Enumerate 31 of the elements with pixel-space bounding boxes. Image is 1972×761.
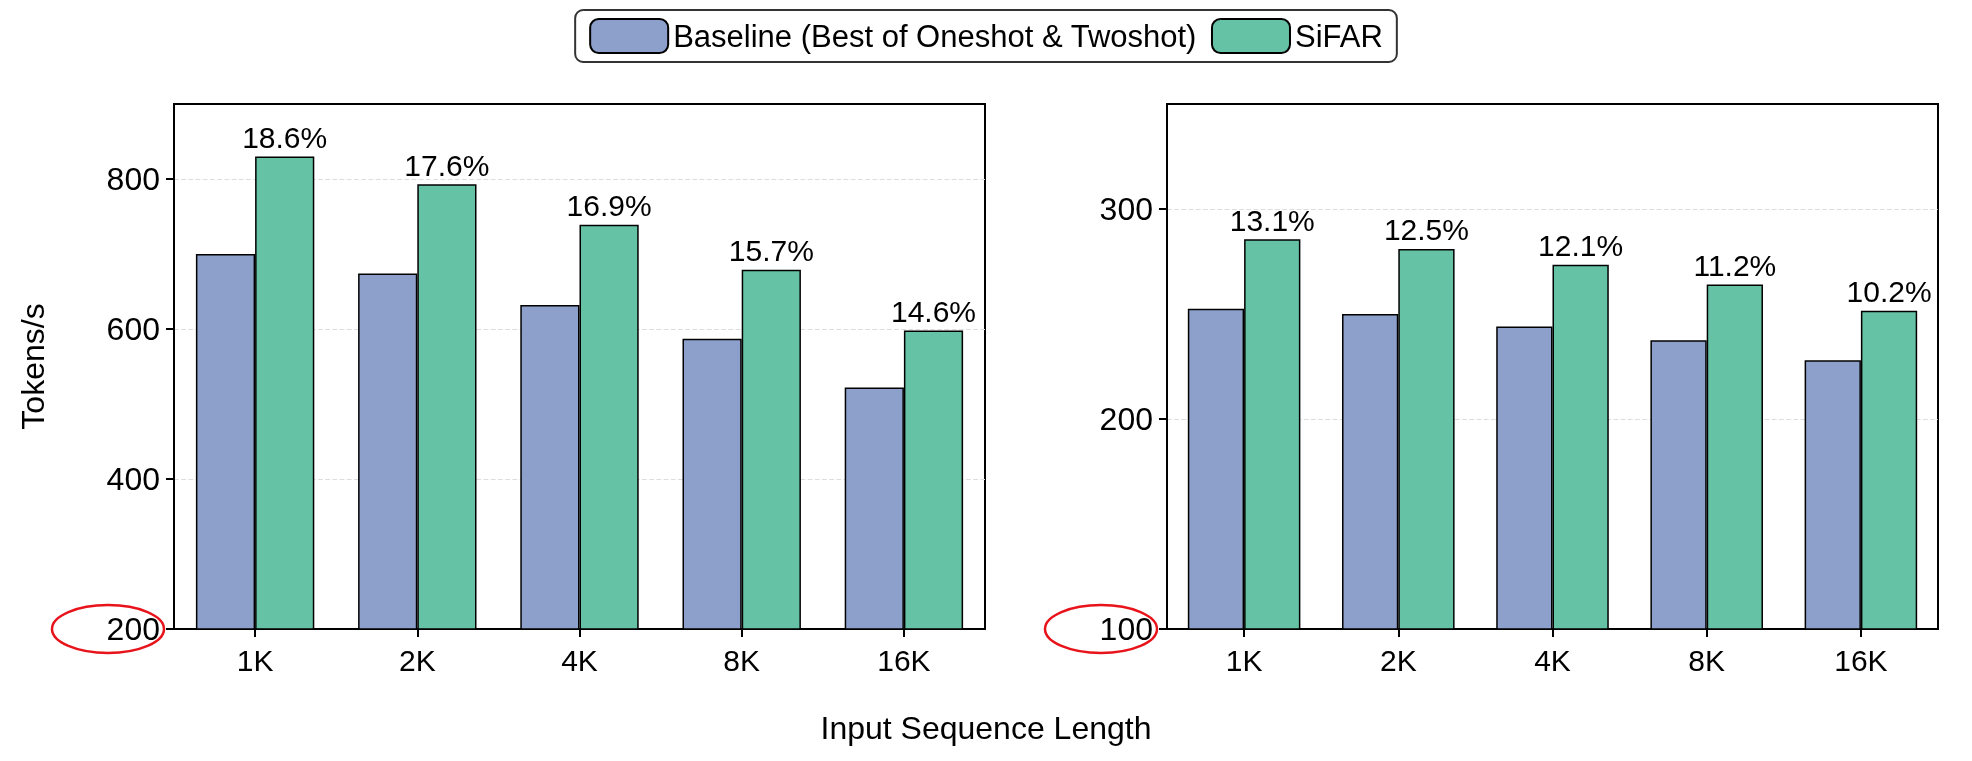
annotation: 16.9%	[566, 189, 652, 223]
y-tick-label: 400	[106, 461, 160, 497]
annotation: 15.7%	[728, 234, 814, 268]
legend-label: Baseline (Best of Oneshot & Twoshot)	[673, 18, 1197, 54]
x-tick-label: 4K	[561, 643, 598, 677]
y-tick-label: 600	[106, 311, 160, 347]
annotation: 10.2%	[1846, 275, 1932, 309]
annotation: 13.1%	[1229, 203, 1315, 237]
annotation: 17.6%	[404, 148, 490, 182]
x-tick-label: 1K	[1225, 643, 1263, 677]
annotation: 12.5%	[1383, 213, 1469, 247]
y-tick-label: 800	[106, 161, 160, 197]
annotation: 18.6%	[242, 121, 328, 154]
legend-label: SiFAR	[1294, 18, 1383, 54]
annotation: 12.1%	[1538, 229, 1624, 263]
annotation: 14.6%	[890, 295, 977, 328]
x-tick-label: 8K	[723, 643, 761, 677]
y-tick-label: 300	[1099, 191, 1153, 227]
y-tick-label: 200	[1099, 401, 1153, 437]
x-tick-label: 16K	[1834, 643, 1888, 677]
y-axis-title: Tokens/s	[15, 303, 51, 430]
x-tick-label: 16K	[877, 643, 931, 677]
x-tick-label: 4K	[1534, 643, 1571, 677]
x-tick-label: 8K	[1688, 643, 1726, 677]
x-axis-title: Input Sequence Length	[820, 710, 1152, 746]
x-tick-label: 2K	[398, 643, 436, 677]
y-tick-label: 100	[1099, 611, 1153, 647]
annotation: 11.2%	[1693, 249, 1777, 283]
x-tick-label: 1K	[236, 643, 274, 677]
x-tick-label: 2K	[1379, 643, 1417, 677]
y-tick-label: 200	[106, 611, 160, 647]
